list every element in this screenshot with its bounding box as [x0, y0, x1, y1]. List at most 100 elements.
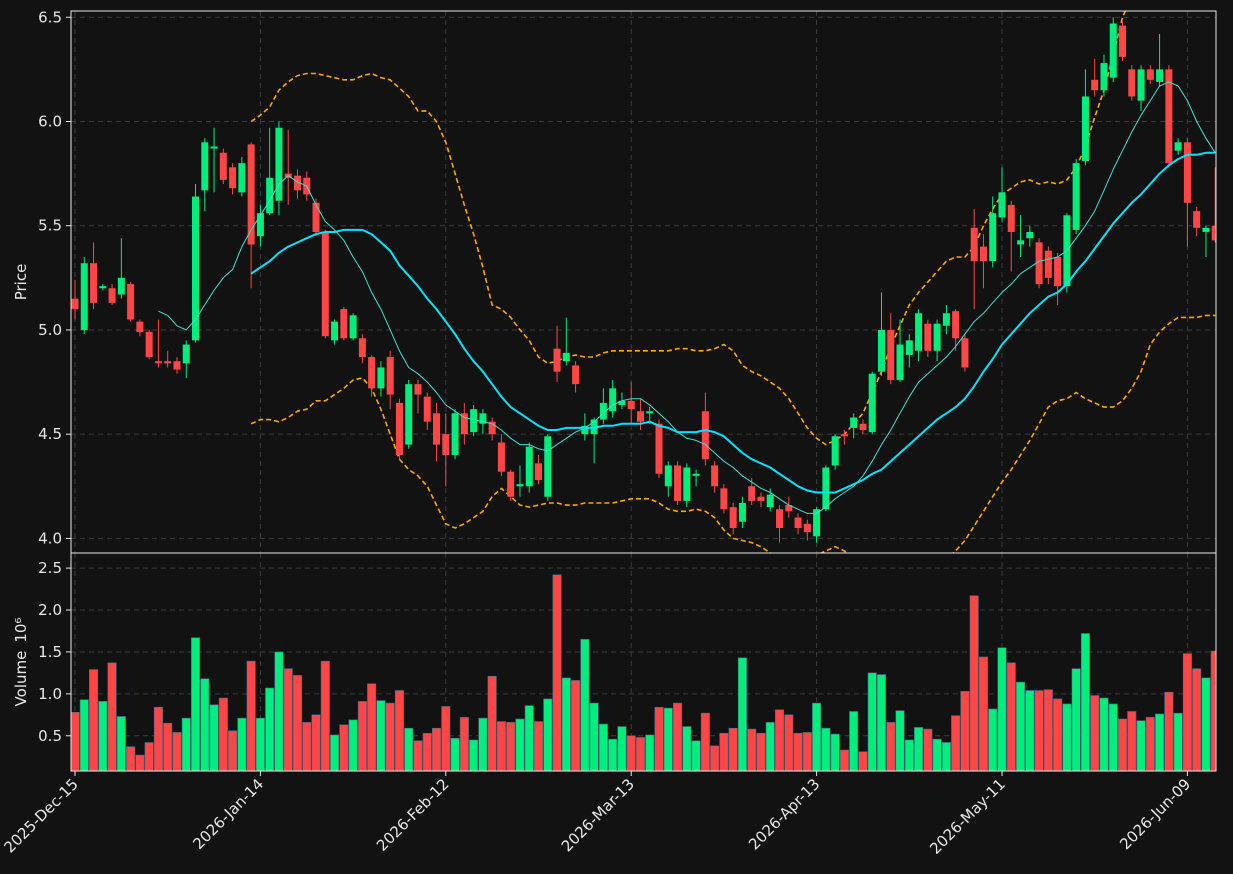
volume-bar: [775, 709, 785, 771]
volume-bar: [1080, 633, 1090, 771]
volume-bar: [357, 701, 367, 771]
candle-body: [831, 436, 839, 466]
volume-label: Volume: [12, 651, 30, 707]
candle-body: [933, 323, 941, 351]
candle-body: [1091, 79, 1099, 91]
y-tick-label: 0.5: [38, 727, 62, 745]
volume-bar: [969, 595, 979, 771]
volume-bar: [589, 702, 599, 771]
candle-body: [970, 227, 978, 262]
candle-body: [154, 361, 162, 364]
volume-bar: [404, 727, 414, 771]
y-tick-label: 6.0: [38, 112, 62, 130]
volume-bar: [1025, 690, 1035, 771]
volume-unit: 10⁶: [12, 618, 30, 643]
candle-body: [219, 152, 227, 180]
candle-body: [516, 484, 524, 487]
candle-body: [1128, 69, 1136, 97]
volume-bar: [1034, 690, 1044, 771]
volume-bar: [116, 716, 126, 771]
candle-body: [979, 246, 987, 262]
candle-body: [192, 196, 200, 341]
volume-bar: [237, 717, 247, 771]
candle-body: [1007, 204, 1015, 232]
volume-bar: [450, 737, 460, 771]
volume-bar: [339, 724, 349, 771]
candle-body: [247, 144, 255, 245]
candle-body: [535, 463, 542, 481]
candle-body: [1165, 69, 1173, 164]
candle-body: [1202, 227, 1210, 232]
volume-bar: [1201, 677, 1211, 771]
volume-bar: [941, 742, 951, 771]
candle-body: [525, 446, 533, 487]
candle-body: [1193, 211, 1201, 228]
volume-bar: [1173, 712, 1183, 771]
volume-bar: [821, 727, 831, 771]
candle-body: [117, 277, 125, 295]
volume-bar: [385, 702, 395, 771]
volume-bar: [126, 746, 136, 771]
candle-body: [1100, 63, 1108, 91]
candle-body: [1044, 250, 1052, 278]
volume-bar: [635, 737, 645, 771]
volume-bar: [367, 683, 377, 771]
candle-body: [627, 400, 635, 410]
volume-bar: [728, 727, 738, 771]
candle-body: [201, 142, 209, 191]
volume-bar: [737, 657, 747, 771]
candle-body: [868, 373, 876, 433]
volume-bar: [830, 733, 840, 771]
candle-body: [961, 338, 969, 368]
volume-bar: [1062, 703, 1072, 771]
volume-bar: [1118, 718, 1128, 771]
volume-bar: [459, 717, 469, 771]
volume-bar: [320, 660, 330, 771]
volume-bar: [1136, 720, 1146, 771]
volume-bar: [246, 660, 256, 771]
volume-bar: [181, 717, 191, 771]
volume-bar: [1108, 703, 1118, 771]
candle-body: [850, 417, 858, 428]
candle-body: [738, 502, 746, 522]
candle-body: [210, 146, 218, 149]
candle-body: [655, 423, 663, 474]
candle-body: [813, 509, 821, 537]
candle-body: [599, 402, 607, 420]
candle-body: [989, 213, 997, 262]
y-tick-label: 5.0: [38, 321, 62, 339]
volume-bar: [524, 705, 534, 771]
volume-bar: [988, 708, 998, 771]
candle-body: [711, 465, 719, 487]
volume-bar: [311, 714, 321, 771]
volume-bar: [552, 574, 562, 771]
volume-bar: [951, 715, 961, 771]
volume-bar: [747, 728, 757, 771]
volume-bar: [376, 700, 386, 771]
candle-body: [924, 323, 932, 351]
candle-body: [229, 167, 237, 189]
volume-bar: [923, 728, 933, 771]
volume-bar: [1016, 681, 1026, 771]
candle-body: [757, 496, 765, 501]
volume-bar: [1164, 691, 1174, 771]
candle-body: [887, 329, 895, 380]
candle-body: [674, 465, 682, 501]
candle-body: [1183, 142, 1191, 203]
volume-bar: [533, 721, 543, 771]
volume-bar: [71, 712, 80, 771]
candle-body: [618, 400, 626, 405]
volume-bar: [1006, 662, 1016, 771]
volume-bar: [79, 699, 89, 771]
candle-body: [1137, 69, 1145, 101]
volume-bar: [765, 722, 775, 771]
candle-body: [896, 344, 904, 380]
volume-bar: [710, 745, 720, 771]
candle-body: [562, 352, 570, 362]
candle-body: [395, 402, 403, 456]
volume-bar: [98, 701, 108, 771]
candle-body: [377, 367, 385, 389]
volume-bar: [228, 730, 238, 771]
volume-bar: [876, 674, 886, 771]
